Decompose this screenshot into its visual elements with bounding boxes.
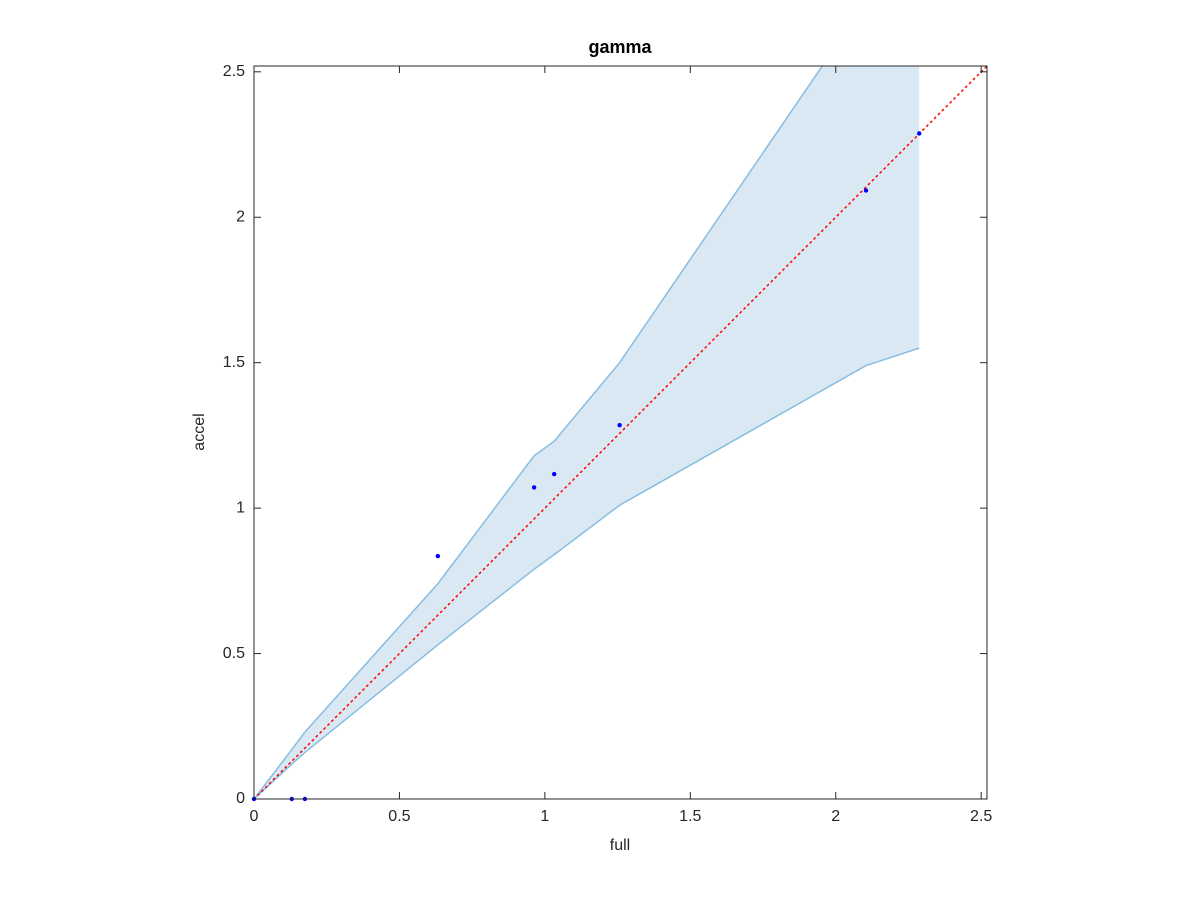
x-tick-label: 2.5 [970,808,992,825]
data-point [551,471,557,477]
y-axis-label: accel [191,413,208,450]
chart-title: gamma [588,37,652,57]
data-point [917,131,922,136]
y-tick-label: 0.5 [223,645,245,662]
x-tick-label: 0.5 [388,808,410,825]
y-tick-label: 2 [236,208,245,225]
data-point [435,553,441,559]
plot-area [254,66,987,799]
data-point [863,188,869,193]
y-tick-label: 1.5 [223,354,245,371]
x-tick-label: 1 [540,808,549,825]
band-lower-line [254,347,920,799]
data-point [531,485,537,490]
y-tick-label: 1 [236,499,245,516]
confidence-band [254,66,920,799]
x-axis-label: full [610,837,630,854]
y-tick-label: 0 [236,790,245,807]
data-point [617,423,622,428]
reference-line [254,66,987,799]
band-upper-line [254,66,824,799]
x-tick-label: 1.5 [679,808,701,825]
x-tick-label: 2 [831,808,840,825]
x-tick-label: 0 [250,808,259,825]
y-tick-label: 2.5 [223,63,245,80]
axes-box [253,65,988,800]
